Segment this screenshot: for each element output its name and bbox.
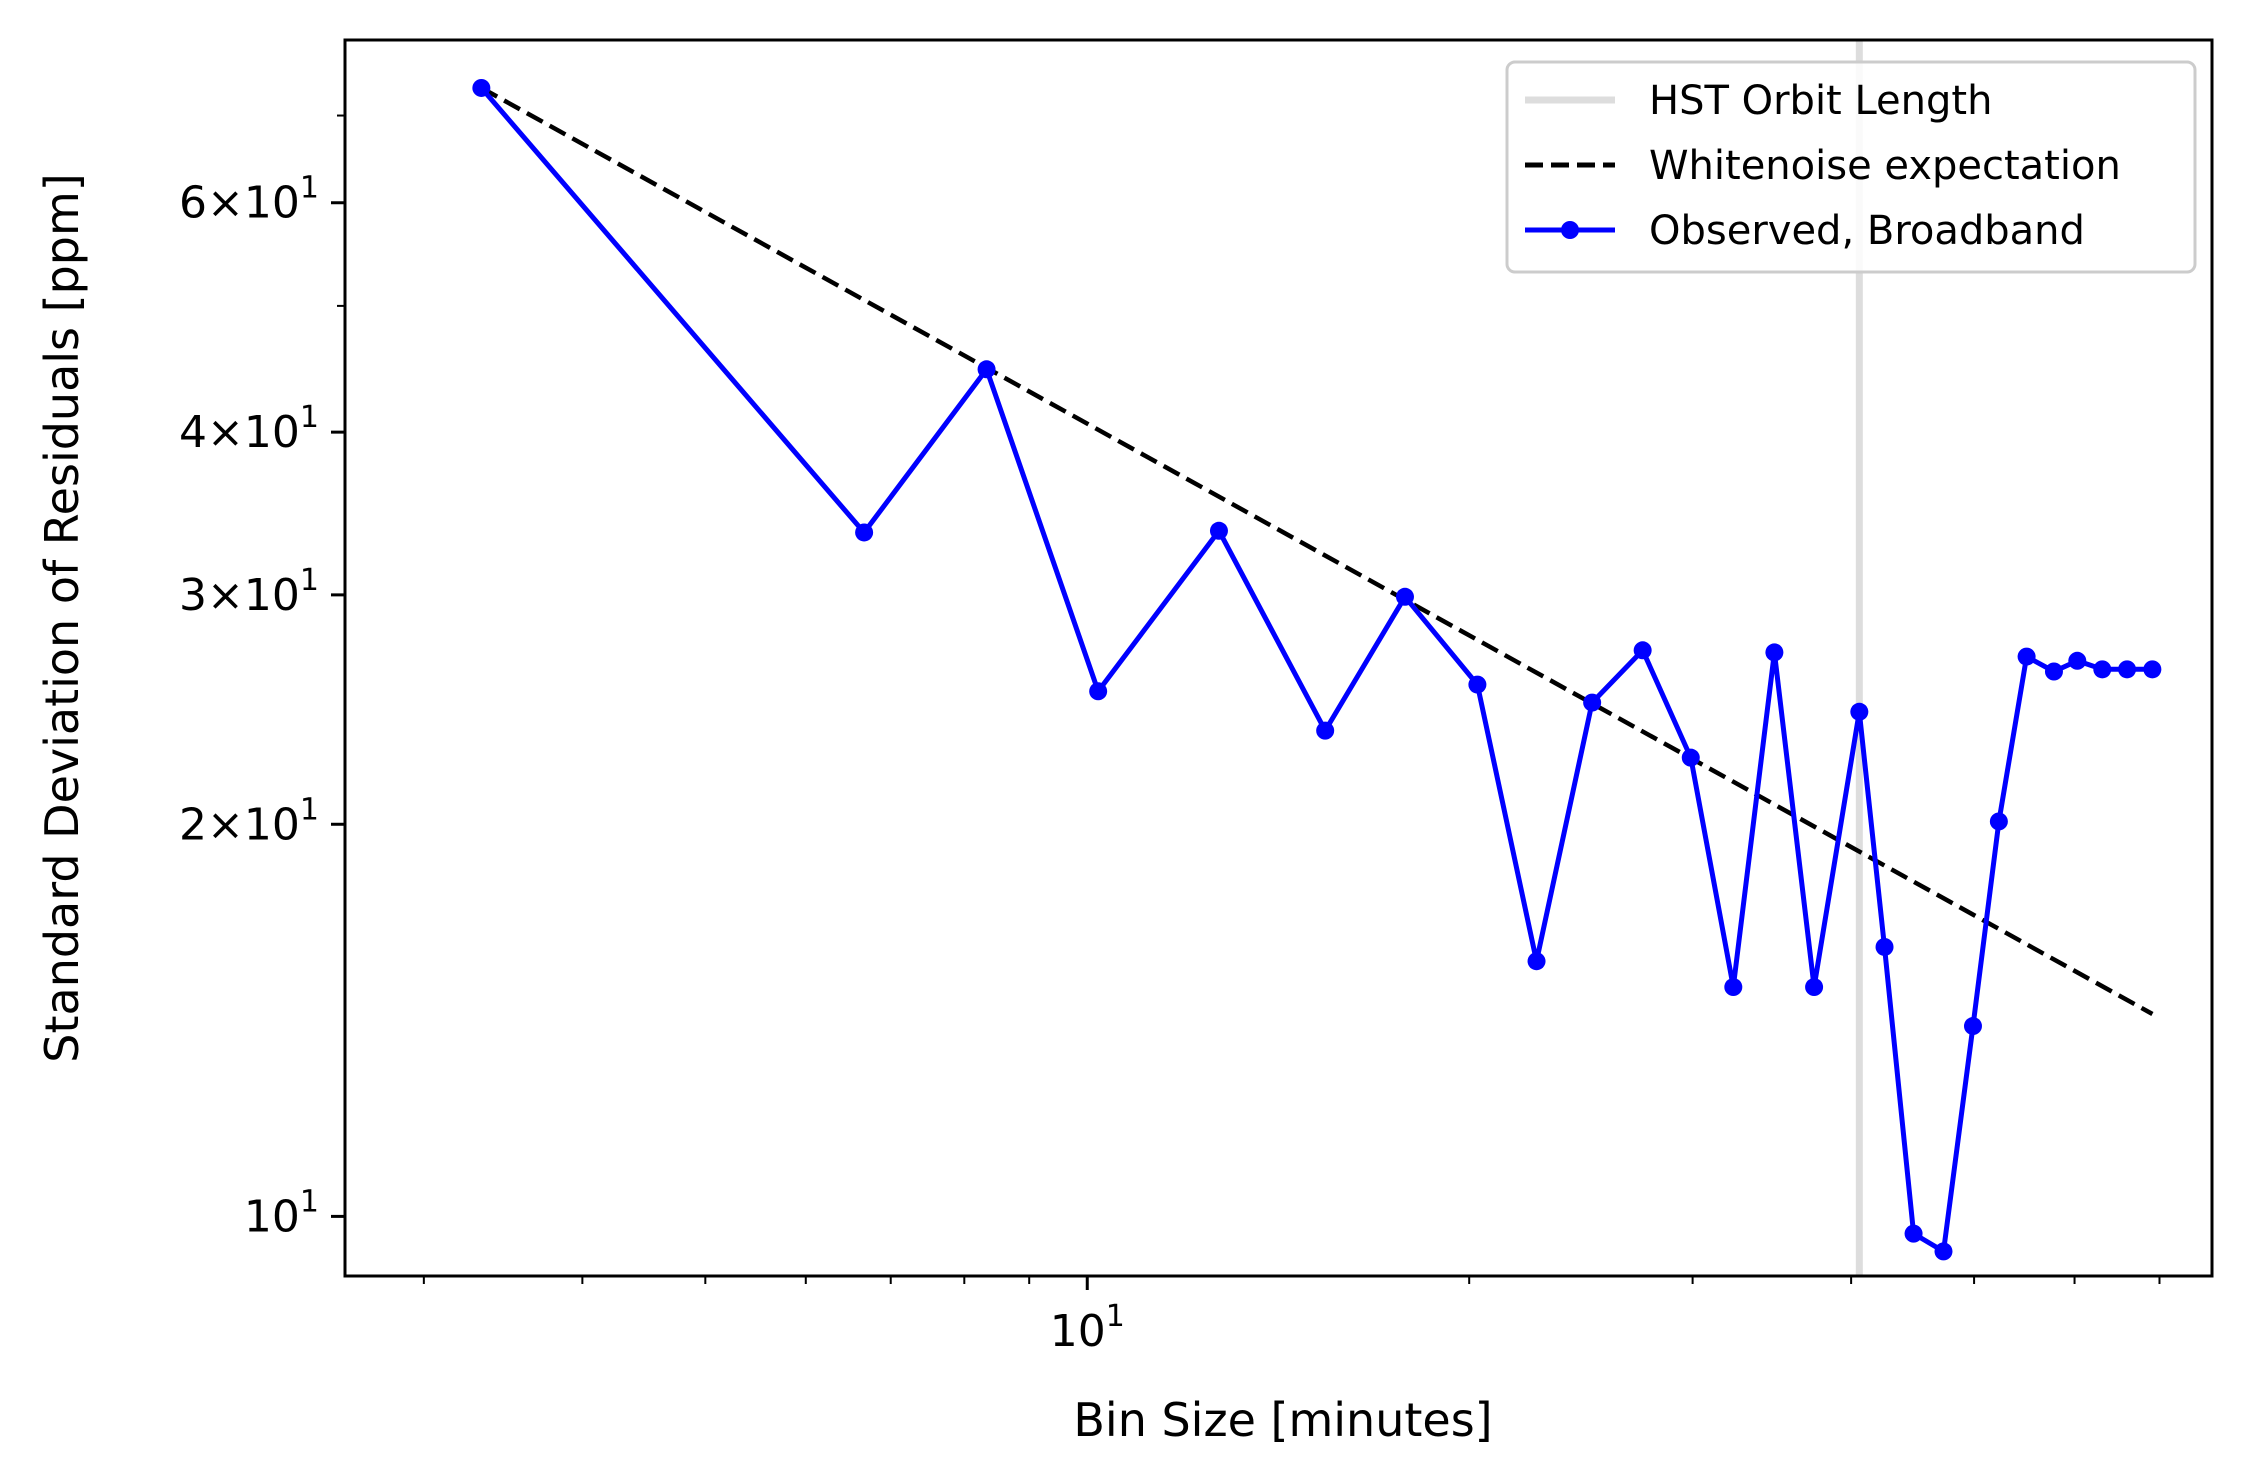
legend-item-observed-broadband: Observed, Broadband: [1525, 208, 2085, 254]
y-tick-label: 3×101: [179, 563, 319, 621]
legend-box: [1505, 60, 2197, 274]
x-tick-label: 101: [1050, 1299, 1125, 1357]
y-tick-label: 101: [244, 1184, 319, 1242]
data-point: [1527, 952, 1546, 971]
data-point: [855, 523, 874, 542]
data-point: [1989, 812, 2008, 831]
x-axis-label: Bin Size [minutes]: [1073, 1393, 1492, 1447]
data-point: [1850, 702, 1869, 721]
data-point: [1681, 748, 1700, 767]
data-point: [2017, 647, 2036, 666]
y-axis-label: Standard Deviation of Residuals [ppm]: [35, 173, 89, 1062]
data-point: [2118, 660, 2137, 679]
data-point: [1724, 978, 1743, 997]
data-point: [1209, 521, 1228, 540]
data-point: [1875, 937, 1894, 956]
legend-label: HST Orbit Length: [1649, 78, 1992, 124]
data-point: [1904, 1224, 1923, 1243]
data-point: [977, 360, 996, 379]
legend-label: Whitenoise expectation: [1649, 143, 2121, 189]
data-point: [1089, 682, 1108, 701]
data-point: [472, 78, 491, 97]
legend-item-whitenoise-expectation: Whitenoise expectation: [1525, 143, 2121, 189]
data-point: [2093, 660, 2112, 679]
axes-frame: [343, 38, 2214, 1278]
y-tick-label: 4×101: [179, 400, 319, 458]
legend-swatch-marker: [1561, 221, 1579, 239]
data-point: [2068, 651, 2087, 670]
data-point: [1805, 978, 1824, 997]
data-point: [1934, 1242, 1953, 1261]
data-point: [1468, 675, 1487, 694]
axis-ticks: 101 101 2×101 3×101 4×101 6×101: [179, 114, 2161, 1357]
y-tick-label: 6×101: [179, 171, 319, 229]
data-point: [1633, 641, 1652, 660]
y-tick-label: 2×101: [179, 792, 319, 850]
data-point: [2044, 662, 2063, 681]
legend: HST Orbit Length Whitenoise expectation Ob…: [1505, 60, 2197, 274]
data-point: [1316, 721, 1335, 740]
data-point: [1963, 1017, 1982, 1036]
data-point: [1583, 693, 1602, 712]
legend-item-hst-orbit-length: HST Orbit Length: [1525, 78, 1992, 124]
legend-label: Observed, Broadband: [1649, 208, 2085, 254]
data-point: [1395, 587, 1414, 606]
data-point: [1765, 643, 1784, 662]
data-point: [2143, 660, 2162, 679]
